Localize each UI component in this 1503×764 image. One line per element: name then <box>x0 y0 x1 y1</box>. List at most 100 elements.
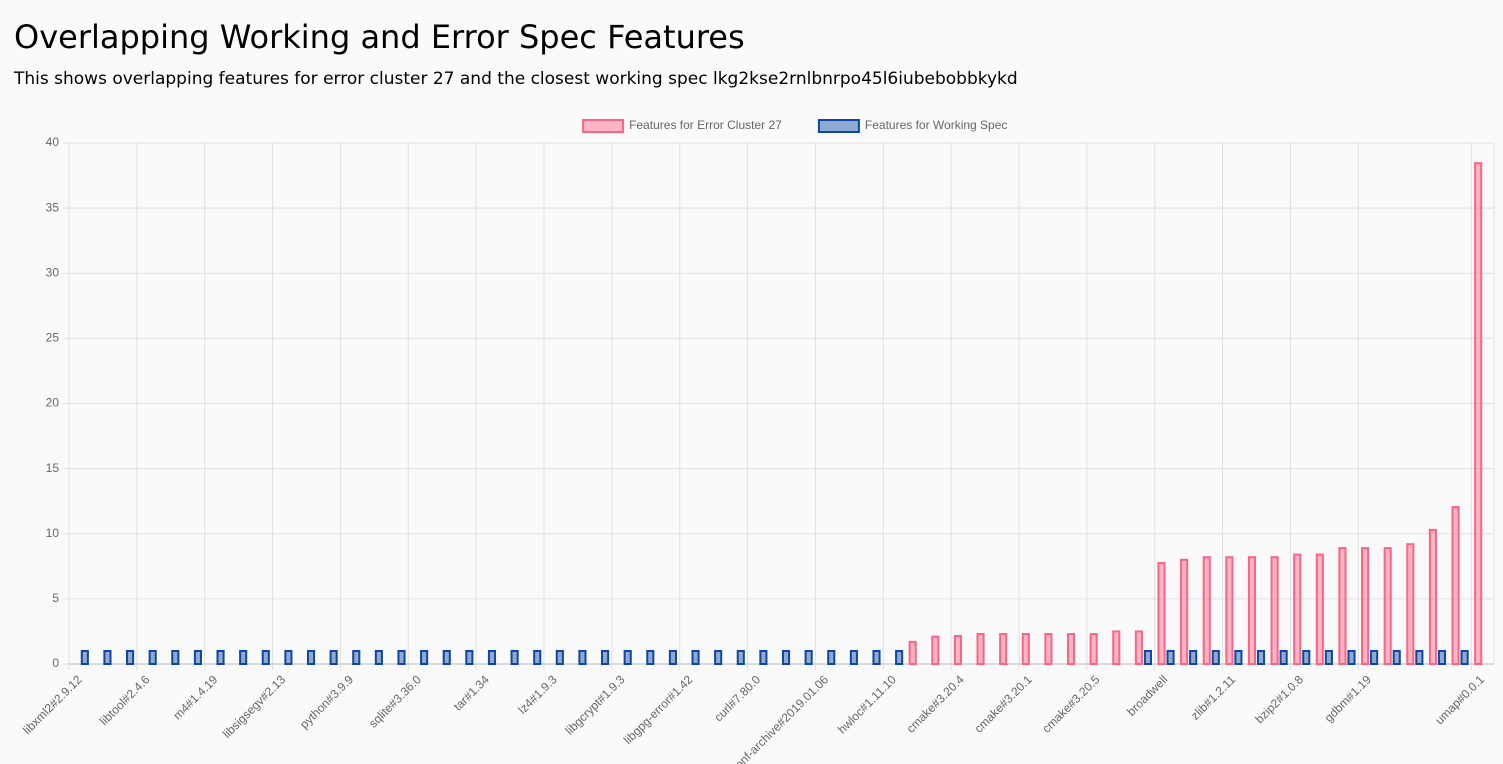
bar <box>895 649 904 665</box>
bar <box>1451 506 1460 665</box>
bar <box>781 649 791 665</box>
bar <box>1270 556 1279 666</box>
bar <box>953 634 962 666</box>
bar <box>1361 547 1370 666</box>
bar <box>1392 649 1401 665</box>
bar <box>1406 543 1415 665</box>
bar <box>999 633 1008 665</box>
bar <box>397 649 406 665</box>
bar <box>1089 633 1098 665</box>
bar <box>1143 649 1152 665</box>
bar <box>1338 547 1347 666</box>
bar <box>601 649 610 665</box>
bar <box>849 649 858 665</box>
bar <box>1415 649 1424 665</box>
bar <box>216 649 225 665</box>
bar <box>1180 558 1189 665</box>
x-tick-label: zlib#1.2.11 <box>1188 672 1239 723</box>
x-tick-label: gdbm#1.19 <box>1322 672 1375 725</box>
bar <box>533 649 542 665</box>
x-tick-label: m4#1.4.19 <box>170 672 220 722</box>
bar <box>714 649 723 665</box>
bar <box>1347 649 1356 665</box>
y-tick-label: 20 <box>46 396 60 410</box>
x-tick-label: libxml2#2.9.12 <box>20 672 85 737</box>
legend-label: Features for Error Cluster 27 <box>629 118 782 132</box>
bar <box>126 649 135 665</box>
bar <box>1324 649 1333 665</box>
bar <box>1437 649 1447 665</box>
y-tick-label: 10 <box>46 526 60 540</box>
x-tick-label: libsigsegv#2.13 <box>220 672 289 741</box>
bar <box>148 649 157 665</box>
y-tick-label: 40 <box>46 135 60 149</box>
legend-swatch <box>582 119 625 133</box>
x-tick-label: sqlite#3.36.0 <box>366 672 424 730</box>
bar <box>759 649 768 665</box>
bar <box>487 649 497 665</box>
bar <box>1293 553 1302 666</box>
x-tick-label: libtool#2.4.6 <box>97 672 153 728</box>
bar <box>329 649 338 665</box>
bar <box>736 649 745 665</box>
bar <box>623 649 632 665</box>
bar <box>646 649 655 665</box>
bar <box>931 635 940 666</box>
y-tick-label: 30 <box>46 265 60 279</box>
bar <box>1066 633 1076 665</box>
bar <box>171 649 180 665</box>
bar <box>1112 630 1121 665</box>
x-tick-label: curl#7.80.0 <box>711 672 763 724</box>
bar <box>1189 649 1198 665</box>
x-tick-label: lz4#1.9.3 <box>515 672 560 717</box>
bar <box>1474 162 1483 665</box>
x-tick-label: libgcrypt#1.9.3 <box>562 672 627 737</box>
bar <box>374 649 383 665</box>
y-tick-label: 15 <box>46 461 60 475</box>
bar <box>872 649 881 665</box>
bar <box>976 633 985 665</box>
bar <box>1202 556 1211 666</box>
bar <box>804 649 813 665</box>
bar <box>1460 649 1469 665</box>
bar <box>578 649 587 665</box>
legend-label: Features for Working Spec <box>865 118 1008 132</box>
y-tick-label: 0 <box>52 656 59 670</box>
bar <box>1157 562 1166 666</box>
x-tick-label: broadwell <box>1124 672 1170 718</box>
bar <box>1021 633 1030 665</box>
x-tick-label: cmake#3.20.5 <box>1039 672 1102 735</box>
bar <box>80 649 89 665</box>
bar <box>1315 553 1324 666</box>
legend-swatch <box>817 119 860 133</box>
bar <box>465 649 474 665</box>
bar <box>1256 649 1266 665</box>
x-tick-label: hwloc#1.11.10 <box>835 672 899 736</box>
bar <box>261 649 270 665</box>
bar <box>306 649 316 665</box>
bar <box>420 649 429 665</box>
bar <box>103 649 112 665</box>
bar <box>352 649 361 665</box>
bar <box>908 640 917 665</box>
x-tick-label: tar#1.34 <box>451 672 492 713</box>
bar <box>827 649 836 665</box>
bar <box>668 649 677 665</box>
bar <box>1211 649 1220 665</box>
bar <box>1044 633 1053 665</box>
bar <box>1383 547 1392 666</box>
bar <box>1134 630 1143 665</box>
page-subtitle: This shows overlapping features for erro… <box>14 69 1018 89</box>
bar <box>1247 556 1257 666</box>
bar <box>284 649 293 665</box>
y-tick-label: 25 <box>46 331 60 345</box>
y-tick-label: 5 <box>52 591 59 605</box>
bar <box>193 649 202 665</box>
bar <box>1428 528 1437 666</box>
x-tick-label: autoconf-archive#2019.01.06 <box>711 672 831 764</box>
bar <box>1370 649 1379 665</box>
bar <box>510 649 519 665</box>
x-tick-label: bzip2#1.0.8 <box>1252 672 1306 726</box>
